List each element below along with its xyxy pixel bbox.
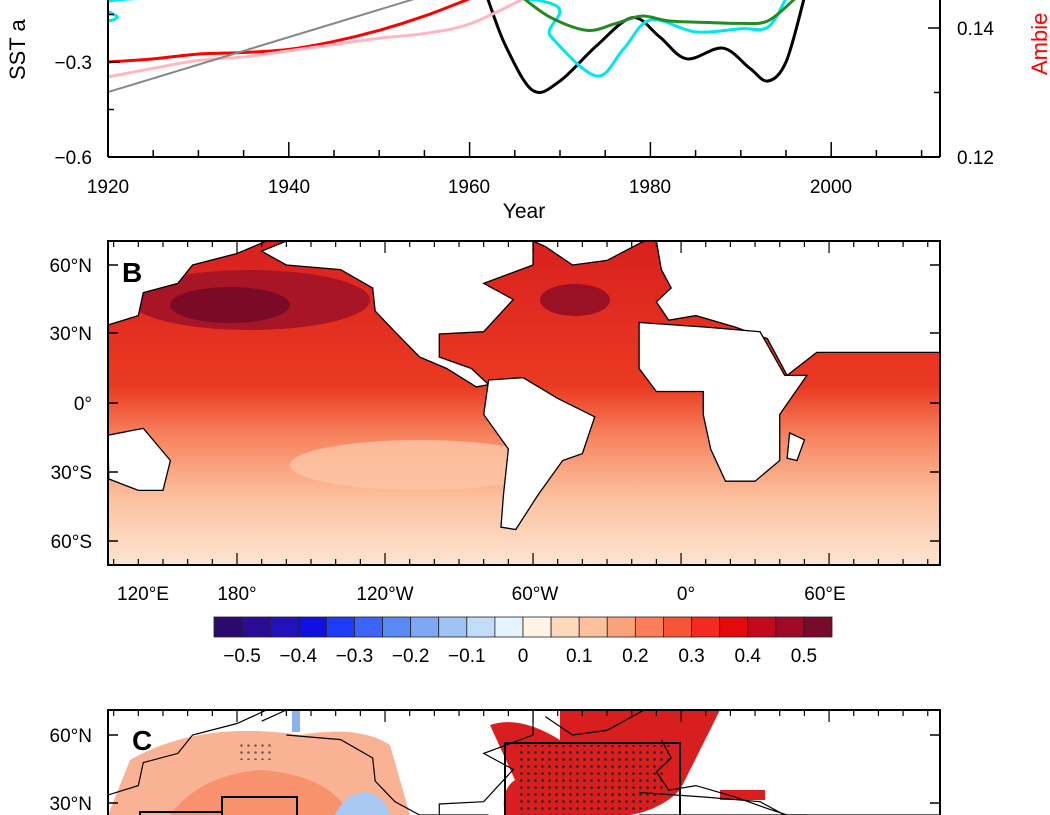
lon-tick-label: 60°W — [512, 584, 559, 605]
coastline-north-america — [261, 710, 534, 815]
landmass-africa — [638, 321, 809, 482]
landmass-madagascar — [786, 431, 806, 462]
south-pacific-anomaly — [290, 440, 550, 490]
lat-tick-label: 30°S — [51, 463, 92, 484]
lat-tick-label: 0° — [74, 394, 92, 415]
y-axis-label-right: Ambie — [1027, 13, 1050, 75]
series-line-2 — [523, 0, 796, 32]
pacific-region-box — [221, 796, 298, 815]
x-tick-label: 1960 — [448, 177, 490, 198]
coastline-eurasia — [655, 710, 940, 815]
y-tick-label-left: −0.3 — [54, 53, 92, 74]
colorbar-tick-label: 0 — [518, 646, 529, 667]
y-tick-label-left: −0.6 — [54, 148, 92, 169]
series-line-3 — [108, 0, 471, 64]
colorbar-swatch — [466, 616, 496, 638]
x-tick-label: 1940 — [268, 177, 310, 198]
x-tick-label: 1920 — [87, 177, 129, 198]
lat-tick-label: 30°N — [50, 794, 92, 815]
landmass-south-america — [483, 377, 596, 531]
colorbar-swatch — [438, 616, 468, 638]
colorbar-swatch — [382, 616, 412, 638]
lat-tick-label: 30°N — [50, 324, 92, 345]
colorbar-swatch — [775, 616, 805, 638]
colorbar-tick-label: 0.4 — [735, 646, 762, 667]
x-tick-label: 2000 — [810, 177, 852, 198]
y-tick-label-right: 0.14 — [957, 19, 994, 40]
significance-stippling — [238, 740, 273, 760]
colorbar-swatch — [354, 616, 383, 638]
cool-region — [335, 792, 390, 815]
lon-tick-label: 120°E — [117, 584, 169, 605]
landmass-north-america — [260, 241, 534, 388]
bering-cool-region — [292, 710, 300, 732]
colorbar-tick-label: 0.3 — [678, 646, 704, 667]
panel-label: C — [132, 725, 152, 756]
panel-c-map: C 60°N 30°N — [50, 709, 941, 815]
lon-tick-label: 0° — [677, 584, 695, 605]
pacific-region-box-west — [139, 811, 222, 815]
colorbar-swatch — [325, 616, 355, 638]
colorbar-swatch — [663, 616, 692, 638]
colorbar-swatch — [269, 616, 299, 638]
y-axis-label-left: SST a — [5, 18, 30, 80]
mediterranean-warm-region — [720, 790, 765, 800]
colorbar-swatch — [213, 616, 243, 638]
panel-b-map: B 60°N 30°N 0° 30°S 60°S 120°E 180° 120°… — [50, 240, 941, 605]
colorbar-swatch — [747, 616, 777, 638]
significance-stippling — [515, 745, 670, 815]
colorbar-swatch — [550, 616, 580, 638]
series-line-5 — [108, 0, 415, 94]
colorbar-tick-label: 0.1 — [566, 646, 592, 667]
y-tick-label-right: 0.12 — [957, 148, 994, 169]
lon-tick-label: 180° — [217, 584, 256, 605]
colorbar-tick-label: −0.4 — [280, 646, 318, 667]
x-tick-label: 1980 — [629, 177, 671, 198]
colorbar-swatch — [494, 616, 524, 638]
colorbar-tick-label: 0.5 — [791, 646, 817, 667]
lon-tick-label: 60°E — [804, 584, 845, 605]
coastline-greenland — [533, 710, 645, 736]
x-axis-label: Year — [503, 200, 545, 223]
map-frame — [107, 709, 941, 815]
series-line-1 — [108, 0, 787, 78]
colorbar-tick-label: −0.3 — [336, 646, 374, 667]
colorbar-tick-label: −0.1 — [448, 646, 486, 667]
landmass-greenland — [532, 241, 645, 266]
lat-tick-label: 60°N — [50, 726, 92, 747]
colorbar-tick-label: −0.2 — [392, 646, 430, 667]
coastline-africa — [639, 791, 807, 815]
colorbar-swatch — [634, 616, 664, 638]
colorbar-tick-label: −0.5 — [223, 646, 261, 667]
colorbar-swatch — [241, 616, 271, 638]
colorbar-swatch — [719, 616, 749, 638]
colorbar-swatch — [297, 616, 327, 638]
colorbar-swatch — [410, 616, 440, 638]
colorbar-swatch — [691, 616, 721, 638]
coastline-east-asia — [108, 710, 267, 796]
north-atlantic-anomaly — [540, 284, 610, 316]
lat-tick-label: 60°S — [51, 532, 92, 553]
colorbar-tick-label: 0.2 — [622, 646, 648, 667]
colorbar-swatch — [578, 616, 608, 638]
panel-label: B — [122, 257, 142, 288]
lon-tick-label: 120°W — [356, 584, 413, 605]
atlantic-region-box — [504, 742, 681, 815]
panel-a: 1920 1940 1960 1980 2000 Year −0.3 −0.6 … — [5, 0, 1050, 223]
colorbar-swatch — [522, 616, 552, 638]
lat-tick-label: 60°N — [50, 256, 92, 277]
north-pacific-warm-core — [170, 770, 350, 815]
colorbar-swatch — [606, 616, 636, 638]
colorbar: −0.5 −0.4 −0.3 −0.2 −0.1 0 0.1 0.2 0.3 0.4 0.5 — [213, 616, 833, 667]
colorbar-swatch — [803, 616, 833, 638]
north-pacific-anomaly-core — [170, 287, 290, 323]
series-line-4 — [108, 0, 525, 79]
series-line-0 — [486, 0, 806, 94]
